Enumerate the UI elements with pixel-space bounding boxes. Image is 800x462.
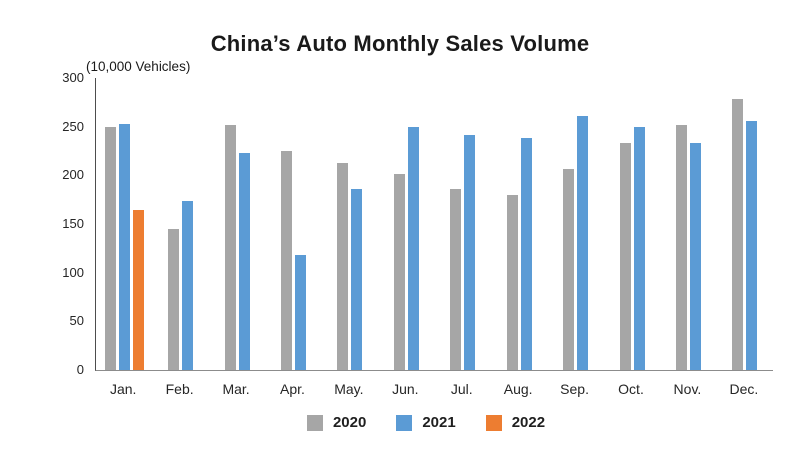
- y-tick-label-150: 150: [62, 216, 84, 231]
- x-tick-label-oct: Oct.: [618, 381, 644, 397]
- x-tick-label-dec: Dec.: [729, 381, 759, 397]
- bar-2020-may: [337, 162, 349, 370]
- bar-group-may: [322, 78, 378, 370]
- bar-2021-mar: [238, 152, 250, 370]
- x-axis-tick-labels: Jan. Feb. Mar. Apr. May. Jun. Jul. Aug. Sep. Oct.…: [95, 381, 772, 397]
- x-tick-label-aug: Aug.: [503, 381, 533, 397]
- bar-2021-aug: [520, 138, 532, 370]
- bar-2020-mar: [224, 124, 236, 370]
- bar-2021-nov: [689, 143, 701, 370]
- bar-2020-apr: [280, 151, 292, 370]
- legend-label-2021: 2021: [422, 414, 456, 431]
- legend: 2020 2021 2022: [90, 414, 762, 431]
- bar-group-aug: [491, 78, 547, 370]
- legend-swatch-2022: [485, 414, 502, 431]
- plot-area: [95, 78, 773, 371]
- y-axis-tick-labels: 0 50 100 150 200 250 300: [0, 0, 84, 462]
- x-tick-label-nov: Nov.: [673, 381, 702, 397]
- bar-group-jul: [435, 78, 491, 370]
- legend-item-2022: 2022: [485, 414, 546, 431]
- y-tick-label-100: 100: [62, 264, 84, 280]
- bar-2020-sep: [563, 168, 575, 370]
- bar-2020-nov: [675, 124, 687, 370]
- x-tick-label-feb: Feb.: [165, 381, 194, 397]
- y-tick-label-0: 0: [76, 362, 84, 377]
- bar-groups: [96, 78, 773, 370]
- bar-2020-dec: [732, 99, 744, 370]
- bar-2020-feb: [168, 228, 180, 370]
- x-tick-label-may: May.: [334, 381, 364, 397]
- bar-group-sep: [547, 78, 603, 370]
- bar-group-nov: [660, 78, 716, 370]
- legend-item-2021: 2021: [396, 414, 456, 431]
- y-tick-label-50: 50: [69, 313, 84, 329]
- y-tick-label-300: 300: [62, 70, 84, 85]
- legend-label-2020: 2020: [332, 414, 367, 431]
- bar-group-jun: [378, 78, 434, 370]
- bar-2021-feb: [182, 200, 194, 370]
- x-tick-label-jan: Jan.: [109, 381, 137, 397]
- bar-2020-aug: [506, 194, 518, 370]
- bar-group-jan: [96, 78, 152, 370]
- y-axis-unit-label: (10,000 Vehicles): [86, 59, 191, 74]
- bar-group-dec: [717, 78, 773, 370]
- legend-swatch-2021: [396, 414, 413, 431]
- bar-2021-apr: [294, 255, 306, 370]
- bar-group-mar: [209, 78, 265, 370]
- bar-2020-jun: [393, 174, 405, 370]
- bar-2021-jul: [464, 134, 476, 370]
- bar-2020-oct: [619, 143, 631, 370]
- x-tick-label-jun: Jun.: [392, 381, 419, 397]
- bar-2021-jan: [118, 123, 130, 370]
- bar-2021-sep: [577, 116, 589, 370]
- x-tick-label-jul: Jul.: [450, 381, 473, 397]
- bar-2022-jan: [132, 210, 144, 370]
- bar-2021-oct: [633, 126, 645, 370]
- bar-group-feb: [152, 78, 208, 370]
- x-tick-label-apr: Apr.: [280, 381, 305, 397]
- bar-2021-may: [351, 189, 363, 370]
- chart-title: China’s Auto Monthly Sales Volume: [210, 31, 590, 56]
- bar-group-apr: [265, 78, 321, 370]
- x-tick-label-mar: Mar.: [222, 381, 250, 397]
- legend-item-2020: 2020: [306, 414, 367, 431]
- bar-2021-jun: [407, 126, 419, 370]
- legend-swatch-2020: [306, 414, 323, 431]
- bar-2020-jul: [450, 189, 462, 370]
- y-tick-label-200: 200: [62, 167, 84, 183]
- bar-group-oct: [604, 78, 660, 370]
- y-tick-label-250: 250: [62, 118, 84, 134]
- bar-2021-dec: [746, 120, 758, 370]
- bar-2020-jan: [104, 126, 116, 370]
- legend-label-2022: 2022: [511, 414, 546, 431]
- x-tick-label-sep: Sep.: [560, 381, 589, 397]
